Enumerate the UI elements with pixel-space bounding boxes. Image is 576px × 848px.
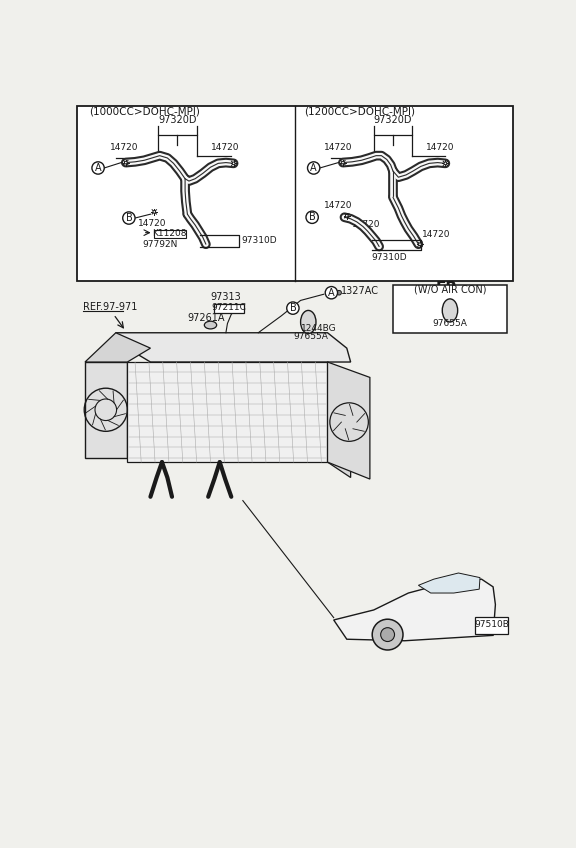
Text: A: A bbox=[328, 287, 335, 298]
Circle shape bbox=[444, 162, 447, 165]
Text: 97310D: 97310D bbox=[241, 236, 277, 245]
Circle shape bbox=[306, 211, 319, 223]
Circle shape bbox=[124, 161, 127, 164]
Bar bbox=[475, 616, 507, 633]
Polygon shape bbox=[116, 332, 351, 362]
Text: 97792N: 97792N bbox=[143, 240, 178, 249]
Circle shape bbox=[123, 212, 135, 224]
Text: 97313: 97313 bbox=[210, 293, 241, 303]
Ellipse shape bbox=[204, 321, 217, 329]
Circle shape bbox=[342, 161, 344, 164]
Text: A: A bbox=[95, 163, 101, 173]
Text: 97320D: 97320D bbox=[374, 115, 412, 126]
Text: B: B bbox=[290, 303, 296, 313]
Polygon shape bbox=[85, 362, 127, 458]
Text: 14720: 14720 bbox=[324, 143, 352, 153]
Text: (1000CC>DOHC-MPI): (1000CC>DOHC-MPI) bbox=[89, 106, 200, 116]
Circle shape bbox=[287, 302, 299, 315]
Text: 97655A: 97655A bbox=[433, 319, 467, 328]
Text: 1327AC: 1327AC bbox=[342, 287, 380, 296]
Text: (W/O AIR CON): (W/O AIR CON) bbox=[414, 285, 486, 295]
Bar bbox=[393, 285, 507, 332]
Bar bbox=[214, 304, 244, 313]
Text: 14720: 14720 bbox=[111, 143, 139, 153]
Text: A: A bbox=[310, 163, 317, 173]
Ellipse shape bbox=[301, 310, 316, 333]
Text: K11208: K11208 bbox=[153, 229, 187, 237]
Text: REF.97-971: REF.97-971 bbox=[83, 302, 137, 312]
Polygon shape bbox=[328, 362, 370, 479]
Polygon shape bbox=[328, 362, 351, 477]
Bar bbox=[154, 230, 186, 238]
Text: 97655A: 97655A bbox=[293, 332, 328, 341]
Text: 14720: 14720 bbox=[352, 220, 381, 229]
Circle shape bbox=[308, 162, 320, 174]
Circle shape bbox=[92, 162, 104, 174]
Text: 14720: 14720 bbox=[422, 231, 451, 239]
Text: 97310D: 97310D bbox=[372, 253, 407, 262]
Text: B: B bbox=[126, 213, 132, 223]
Text: FR.: FR. bbox=[435, 281, 463, 296]
Text: 97510B: 97510B bbox=[474, 620, 509, 629]
Circle shape bbox=[419, 243, 421, 246]
Polygon shape bbox=[127, 362, 328, 462]
Text: 97320D: 97320D bbox=[158, 115, 196, 126]
Circle shape bbox=[346, 215, 348, 217]
Circle shape bbox=[232, 162, 235, 165]
Circle shape bbox=[372, 619, 403, 650]
Circle shape bbox=[325, 287, 338, 298]
Circle shape bbox=[381, 628, 395, 642]
Text: 14720: 14720 bbox=[138, 219, 166, 228]
Polygon shape bbox=[418, 573, 480, 593]
Polygon shape bbox=[85, 332, 150, 362]
Text: 14720: 14720 bbox=[426, 143, 454, 153]
Bar bbox=[77, 106, 513, 282]
Ellipse shape bbox=[442, 298, 458, 322]
Text: 97261A: 97261A bbox=[187, 313, 225, 323]
Text: 14720: 14720 bbox=[324, 201, 352, 210]
Text: B: B bbox=[309, 212, 316, 222]
Text: 14720: 14720 bbox=[210, 143, 239, 153]
Circle shape bbox=[153, 210, 156, 213]
Polygon shape bbox=[334, 579, 495, 641]
Text: 1244BG: 1244BG bbox=[301, 324, 337, 333]
Text: 97211C: 97211C bbox=[211, 303, 247, 312]
Circle shape bbox=[337, 290, 342, 295]
Text: (1200CC>DOHC-MPI): (1200CC>DOHC-MPI) bbox=[305, 106, 415, 116]
